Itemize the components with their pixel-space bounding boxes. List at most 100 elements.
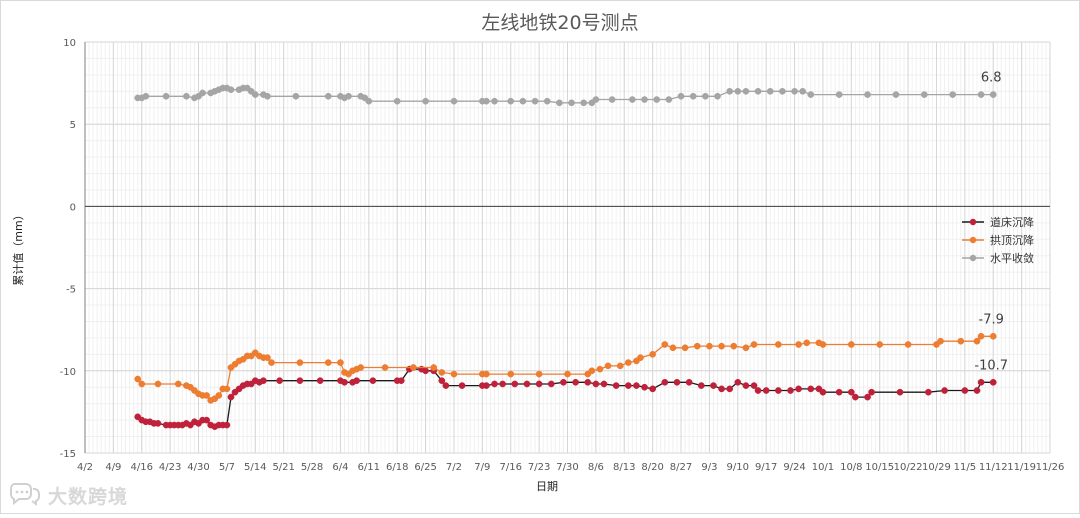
data-point <box>223 385 231 393</box>
data-point <box>706 342 713 350</box>
x-tick-label: 9/10 <box>727 462 749 473</box>
x-tick-label: 9/24 <box>783 462 805 473</box>
y-tick-label: 0 <box>70 202 76 213</box>
data-point <box>665 96 673 103</box>
data-point <box>316 377 324 385</box>
x-tick-label: 9/17 <box>755 462 777 473</box>
data-point <box>430 364 438 371</box>
data-point <box>600 380 608 388</box>
data-point <box>450 370 458 378</box>
data-point <box>847 388 855 396</box>
x-tick-label: 7/30 <box>556 462 578 473</box>
data-point <box>819 341 827 348</box>
data-point <box>260 377 267 385</box>
data-point <box>223 421 231 429</box>
legend-label: 水平收敛 <box>990 251 1034 265</box>
data-point <box>787 387 794 394</box>
x-axis-ticks: 4/2 4/9 4/16 4/23 4/30 5/7 5/14 5/21 5/28 6/4 6/11… <box>77 462 1064 473</box>
watermark: 大数跨境 <box>8 480 148 510</box>
data-point <box>864 91 871 98</box>
series-line <box>137 335 994 402</box>
data-point <box>381 364 389 371</box>
data-point <box>637 354 644 361</box>
x-tick-label: 5/28 <box>301 462 323 473</box>
data-point <box>543 97 551 105</box>
data-point <box>989 332 997 340</box>
x-tick-label: 5/14 <box>244 462 266 473</box>
data-point <box>442 382 450 389</box>
data-point <box>531 97 539 105</box>
x-tick-label: 7/16 <box>500 462 522 473</box>
x-axis-label: 日期 <box>536 480 558 493</box>
x-tick-label: 11/5 <box>954 462 976 473</box>
legend-item[interactable]: 道床沉降 <box>962 215 1034 229</box>
data-point <box>989 378 997 386</box>
data-point <box>215 392 223 399</box>
data-point <box>681 344 689 352</box>
data-point <box>264 92 271 100</box>
data-point <box>726 87 734 95</box>
data-point <box>438 369 446 376</box>
data-point <box>162 92 170 100</box>
data-point <box>345 92 352 100</box>
data-point <box>649 385 656 393</box>
data-point <box>596 365 604 373</box>
data-point <box>734 87 742 95</box>
data-point <box>754 387 762 394</box>
data-point <box>750 382 758 389</box>
y-tick-label: -5 <box>66 285 76 296</box>
data-point <box>742 344 750 352</box>
y-axis-ticks: 10 5 0 -5 -10 -15 <box>60 38 76 460</box>
data-point <box>393 97 401 105</box>
data-point <box>584 378 592 386</box>
data-point <box>483 370 490 378</box>
legend-marker <box>969 236 977 244</box>
data-point <box>949 91 957 98</box>
data-point <box>369 377 377 385</box>
x-tick-label: 8/6 <box>588 462 604 473</box>
data-point <box>410 364 417 371</box>
y-axis-label: 累计值（mm） <box>12 209 25 285</box>
data-point <box>203 392 210 399</box>
x-tick-label: 6/11 <box>358 462 380 473</box>
legend-item[interactable]: 水平收敛 <box>962 251 1034 265</box>
data-point <box>961 387 969 394</box>
x-tick-label: 4/30 <box>187 462 209 473</box>
data-point <box>608 96 616 103</box>
data-point <box>629 96 636 103</box>
data-point <box>868 388 875 396</box>
data-point <box>766 87 774 95</box>
y-tick-label: 5 <box>70 120 76 131</box>
data-point <box>183 92 190 100</box>
legend-item[interactable]: 拱顶沉降 <box>962 233 1034 247</box>
x-tick-label: 4/16 <box>131 462 153 473</box>
data-point <box>580 99 588 107</box>
data-point <box>547 380 555 388</box>
data-point <box>779 87 786 95</box>
x-tick-label: 10/29 <box>922 462 951 473</box>
data-point <box>742 382 750 389</box>
legend-marker <box>969 254 977 262</box>
x-tick-label: 8/27 <box>670 462 692 473</box>
data-point <box>511 380 519 388</box>
data-point <box>774 341 782 348</box>
data-point <box>296 377 304 385</box>
data-point <box>734 378 742 386</box>
data-point <box>750 341 758 348</box>
data-point <box>693 342 701 350</box>
data-point <box>661 378 669 386</box>
x-tick-label: 4/2 <box>77 462 93 473</box>
data-point <box>483 97 490 105</box>
data-point <box>203 416 210 424</box>
x-tick-label: 10/8 <box>840 462 862 473</box>
data-point <box>673 378 681 386</box>
data-point <box>633 382 640 389</box>
major-gridlines <box>84 41 1051 454</box>
data-point <box>807 385 815 393</box>
data-point <box>920 91 928 98</box>
data-point <box>142 92 150 100</box>
data-labels: 6.8 -7.9 -10.7 <box>974 71 1008 374</box>
